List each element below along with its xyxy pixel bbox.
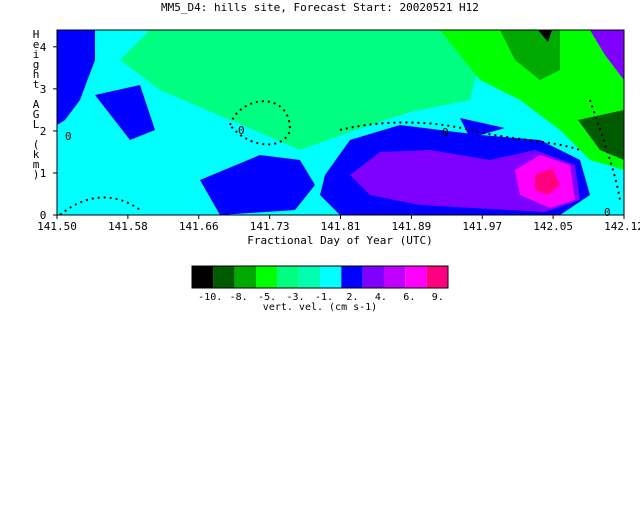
colorbar-tick-label: -10. <box>198 292 222 303</box>
y-tick-label: 1 <box>40 167 47 180</box>
x-tick-label: 141.66 <box>179 220 219 233</box>
colorbar-swatch <box>362 266 384 288</box>
colorbar-swatch <box>234 266 256 288</box>
blue-left-mid-region <box>95 85 155 140</box>
contour-label-2: 0 <box>442 126 449 139</box>
colorbar-swatch <box>341 266 363 288</box>
y-axis: 0 1 2 3 4 <box>40 41 57 222</box>
contour-label-3: 0 <box>65 130 72 143</box>
x-tick-label: 141.97 <box>462 220 502 233</box>
y-tick-label: 4 <box>40 41 47 54</box>
colorbar-swatch <box>256 266 278 288</box>
colorbar-swatch <box>213 266 235 288</box>
y-tick-label: 2 <box>40 125 47 138</box>
y-tick-label: 0 <box>40 209 47 222</box>
colorbar-tick-label: 2. <box>346 292 358 303</box>
black-cell-region <box>538 30 552 42</box>
colorbar: -10. -8. -5. -3. -1. 2. 4. 6. 9. <box>191 265 449 303</box>
plot-area: 0 0 0 0 <box>56 29 625 219</box>
x-tick-label: 142.05 <box>533 220 573 233</box>
colorbar-swatch <box>320 266 342 288</box>
colorbar-tick-label: -8. <box>230 292 248 303</box>
blue-lens-region <box>460 118 505 138</box>
colorbar-tick-label: -5. <box>258 292 276 303</box>
contour-label-4: 0 <box>604 206 611 219</box>
x-axis-label: Fractional Day of Year (UTC) <box>247 234 432 247</box>
dark-green-right-region <box>500 30 560 80</box>
colorbar-swatch <box>277 266 299 288</box>
blue-left-region <box>57 30 95 125</box>
purple-top-right-region <box>590 30 624 80</box>
pink-core-region <box>535 168 560 195</box>
zero-contour-lines <box>59 99 621 216</box>
colorbar-tick-label: 9. <box>432 292 444 303</box>
colorbar-swatch <box>298 266 320 288</box>
blue-mid-region <box>200 155 315 215</box>
colorbar-label: vert. vel. (cm s-1) <box>263 302 377 313</box>
contour-label-1: 0 <box>238 124 245 137</box>
colorbar-swatch <box>384 266 406 288</box>
colorbar-tick-label: 4. <box>375 292 387 303</box>
x-tick-label: 141.73 <box>250 220 290 233</box>
x-tick-label: 141.89 <box>392 220 432 233</box>
chart-title: MM5_D4: hills site, Forecast Start: 2002… <box>161 1 479 14</box>
bright-green-right-region <box>440 30 624 170</box>
colorbar-swatch <box>192 266 214 288</box>
colorbar-frame <box>191 265 449 289</box>
green-upper-region <box>120 30 480 150</box>
colorbar-swatch <box>426 266 448 288</box>
x-tick-label: 141.81 <box>321 220 361 233</box>
x-tick-label: 141.50 <box>37 220 77 233</box>
y-tick-label: 3 <box>40 83 47 96</box>
x-tick-label: 142.12 <box>604 220 640 233</box>
x-axis: 141.50 141.58 141.66 141.73 141.81 141.89 141.… <box>37 215 640 233</box>
colorbar-tick-label: -1. <box>315 292 333 303</box>
colorbar-tick-label: 6. <box>403 292 415 303</box>
colorbar-tick-label: -3. <box>287 292 305 303</box>
x-tick-label: 141.58 <box>108 220 148 233</box>
colorbar-swatch <box>405 266 427 288</box>
